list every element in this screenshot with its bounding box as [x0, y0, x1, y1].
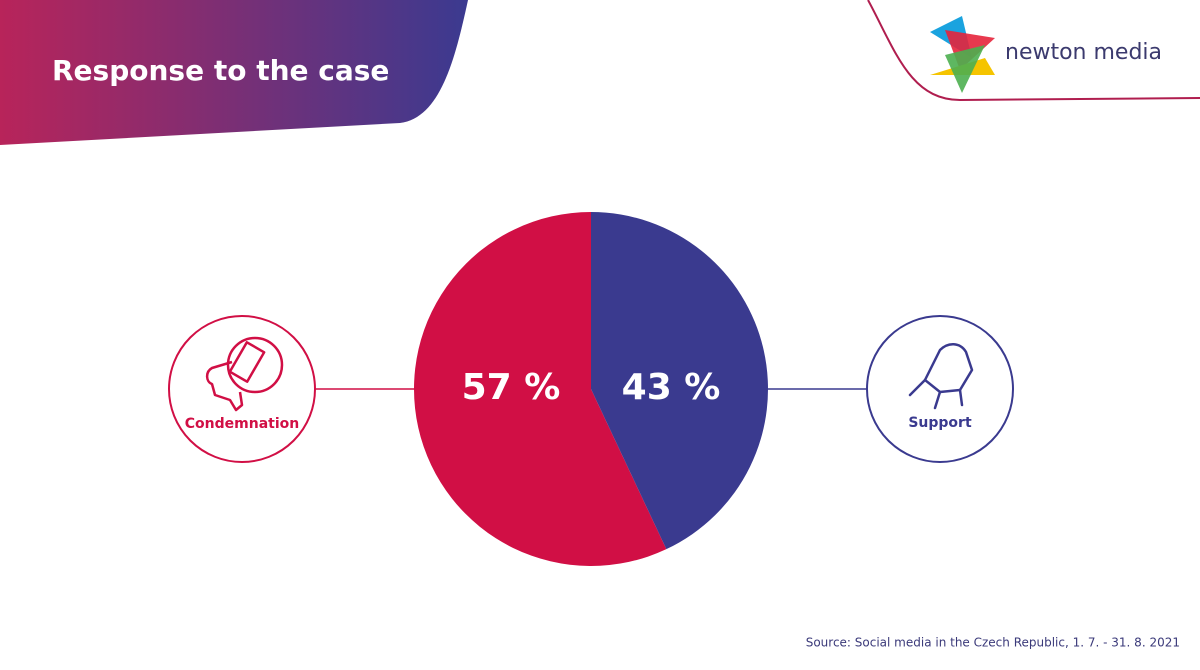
thumbs-down-icon — [205, 336, 284, 412]
value-label: 57 % — [462, 367, 561, 408]
header-band — [0, 0, 468, 145]
category-label: Support — [908, 415, 972, 431]
value-label: 43 % — [622, 367, 721, 408]
pie-slice — [413, 212, 667, 566]
pie-chart: 57 % 43 % — [413, 212, 768, 566]
logo-icon — [930, 16, 995, 93]
header-curve — [867, 0, 1200, 102]
source: Source: Social media in the Czech Republ… — [806, 636, 1180, 650]
title: Response to the case — [52, 54, 389, 87]
category-badge — [866, 315, 1014, 463]
pie-slice — [591, 212, 768, 550]
category-label: Condemnation — [185, 416, 299, 432]
brand: newton media — [1005, 40, 1162, 65]
handshake-icon — [908, 343, 974, 410]
